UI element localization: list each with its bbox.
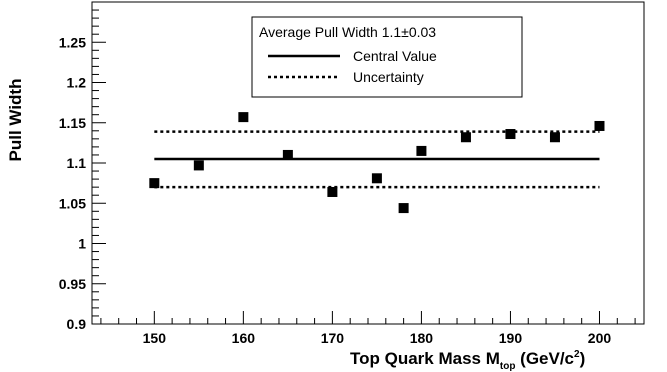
y-axis-title: Pull Width bbox=[6, 79, 25, 162]
data-points bbox=[149, 112, 605, 214]
data-point bbox=[193, 160, 204, 171]
data-point bbox=[398, 203, 409, 214]
x-tick-label: 190 bbox=[499, 330, 523, 346]
data-point bbox=[594, 120, 605, 131]
data-point bbox=[327, 186, 338, 197]
data-point bbox=[282, 149, 293, 160]
y-tick-label: 1 bbox=[78, 236, 86, 252]
horizontal-lines bbox=[154, 130, 600, 189]
data-point bbox=[238, 112, 249, 123]
legend-central-label: Central Value bbox=[353, 48, 437, 64]
y-tick-label: 0.9 bbox=[67, 316, 87, 332]
legend-uncertainty-label: Uncertainty bbox=[353, 69, 424, 85]
data-point bbox=[460, 132, 471, 143]
x-axis-title: Top Quark Mass Mtop (GeV/c2) bbox=[350, 349, 585, 372]
x-tick-label: 180 bbox=[410, 330, 434, 346]
y-tick-label: 1.1 bbox=[67, 155, 87, 171]
y-tick-label: 0.95 bbox=[59, 276, 86, 292]
y-tick-label: 1.25 bbox=[59, 34, 86, 50]
legend: Average Pull Width 1.1±0.03 Central Valu… bbox=[251, 16, 523, 98]
data-point bbox=[505, 129, 516, 140]
y-tick-label: 1.15 bbox=[59, 115, 86, 131]
x-tick-label: 200 bbox=[588, 330, 612, 346]
y-tick-label: 1.05 bbox=[59, 195, 86, 211]
data-point bbox=[416, 145, 427, 156]
axes: 0.9 0.95 1 1.05 1.1 1.15 1.2 1.25 150 160 170 180 19… bbox=[59, 1, 636, 346]
x-tick-label: 150 bbox=[143, 330, 167, 346]
legend-header: Average Pull Width 1.1±0.03 bbox=[259, 24, 436, 40]
data-point bbox=[371, 173, 382, 184]
x-tick-label: 160 bbox=[232, 330, 256, 346]
data-point bbox=[549, 132, 560, 143]
x-tick-label: 170 bbox=[321, 330, 345, 346]
data-point bbox=[149, 178, 160, 189]
y-tick-label: 1.2 bbox=[67, 75, 87, 91]
